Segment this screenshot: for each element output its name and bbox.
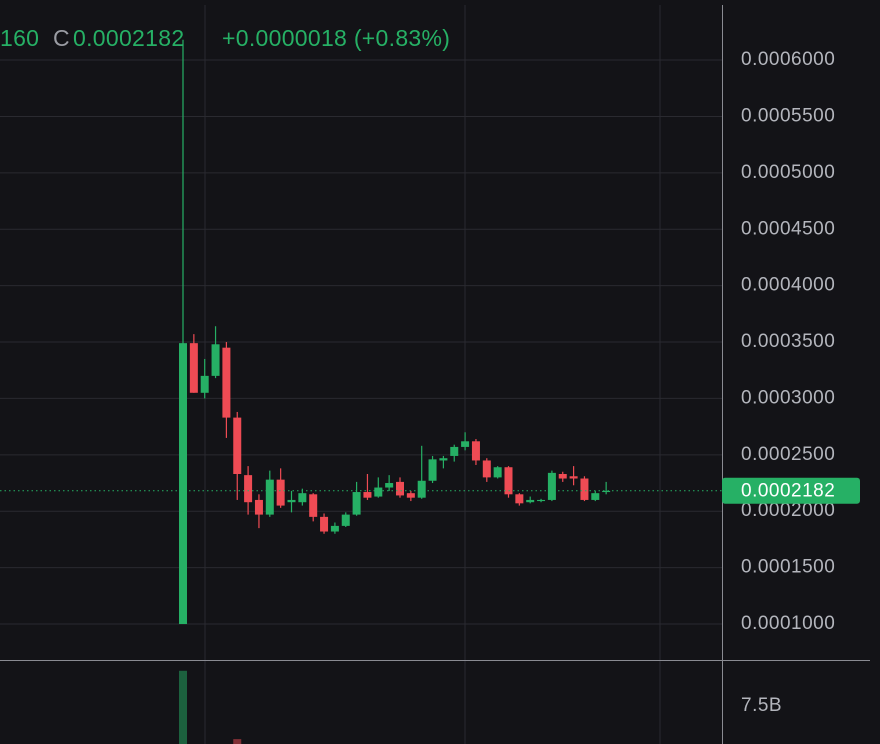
last-price-label: 0.0002182: [741, 481, 835, 502]
candle-body: [482, 460, 491, 478]
candle-body: [547, 472, 556, 500]
candle-body: [385, 483, 394, 488]
header-partial: 160: [0, 25, 39, 51]
candle-body: [537, 499, 546, 502]
candle-body: [179, 343, 187, 625]
y-tick-label: 0.0003500: [741, 331, 835, 352]
candle-body: [244, 475, 253, 503]
candle-body: [330, 525, 339, 532]
candle-body: [591, 493, 600, 500]
volume-bar: [179, 670, 187, 744]
y-tick-label: 0.0001000: [741, 613, 835, 634]
grid: [0, 59, 722, 625]
candle-body: [493, 467, 502, 478]
candle-body: [558, 474, 567, 479]
y-tick-label: 0.0005500: [741, 105, 835, 126]
candle-body: [406, 493, 415, 498]
candle-body: [504, 467, 513, 495]
y-tick-label: 0.0005000: [741, 162, 835, 183]
candle-body: [363, 492, 372, 498]
candle-body: [320, 516, 329, 532]
header-change: +0.0000018 (+0.83%): [222, 25, 450, 51]
candle-body: [417, 480, 426, 498]
candle-body: [428, 459, 437, 481]
candle-body: [602, 490, 611, 493]
y-tick-label: 0.0003000: [741, 387, 835, 408]
candle-body: [211, 344, 220, 376]
candle-body: [189, 343, 198, 393]
candle-body: [569, 476, 578, 479]
y-tick-label: 0.0004500: [741, 218, 835, 239]
candle-body: [461, 441, 470, 447]
y-tick-label: 0.0001500: [741, 557, 835, 578]
y-tick-label: 0.0002000: [741, 500, 835, 521]
candle-body: [439, 458, 448, 461]
candle-body: [352, 492, 361, 515]
candle-body: [265, 479, 274, 515]
candle-body: [298, 493, 307, 503]
candle-body: [276, 479, 285, 506]
volume-tick-label: 7.5B: [741, 695, 782, 716]
candle-body: [287, 499, 296, 503]
volume-bar: [233, 739, 242, 744]
candle-body: [200, 375, 209, 393]
candle-body: [222, 347, 231, 418]
candle-body: [580, 478, 589, 500]
header-close: 0.0002182: [73, 25, 184, 51]
candle-body: [515, 494, 524, 504]
y-tick-label: 0.0006000: [741, 49, 835, 70]
y-tick-label: 0.0002500: [741, 444, 835, 465]
y-tick-label: 0.0004000: [741, 275, 835, 296]
candle-body: [526, 499, 535, 503]
candle-body: [450, 446, 459, 456]
candle-body: [396, 481, 404, 496]
candle-body: [233, 417, 242, 475]
candle-body: [471, 441, 480, 461]
candle-body: [341, 514, 350, 526]
candle-body: [309, 494, 318, 517]
marks: [0, 39, 722, 744]
candle-body: [374, 487, 383, 497]
candle-body: [254, 499, 263, 515]
header-close-prefix: C: [53, 25, 70, 51]
axis: 0.0001000 0.0001500 0.0002000 0.0002500 0.00…: [722, 49, 860, 716]
last-price-badge: [722, 477, 860, 504]
